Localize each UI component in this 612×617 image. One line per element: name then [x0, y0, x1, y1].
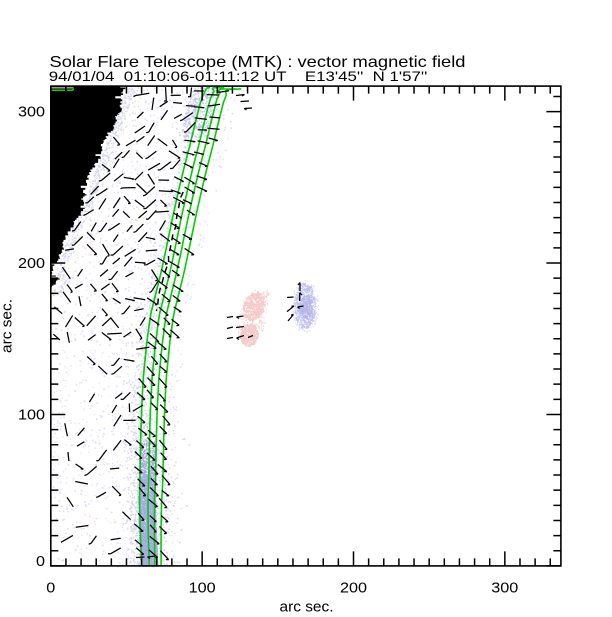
svg-text:arc sec.: arc sec. [280, 600, 334, 616]
svg-text:200: 200 [18, 255, 45, 272]
svg-text:Solar Flare Telescope (MTK) :: Solar Flare Telescope (MTK) : vector mag… [50, 54, 466, 71]
svg-text:300: 300 [18, 104, 45, 121]
svg-text:arc sec.: arc sec. [0, 299, 16, 353]
svg-text:300: 300 [491, 580, 518, 597]
svg-text:100: 100 [18, 407, 45, 424]
svg-text:94/01/04 01:10:06-01:11:12 UT: 94/01/04 01:10:06-01:11:12 UT E13'45'' N… [49, 68, 428, 84]
svg-text:0: 0 [36, 553, 45, 570]
svg-text:100: 100 [189, 580, 216, 597]
svg-text:0: 0 [46, 580, 55, 597]
svg-text:200: 200 [340, 580, 367, 597]
